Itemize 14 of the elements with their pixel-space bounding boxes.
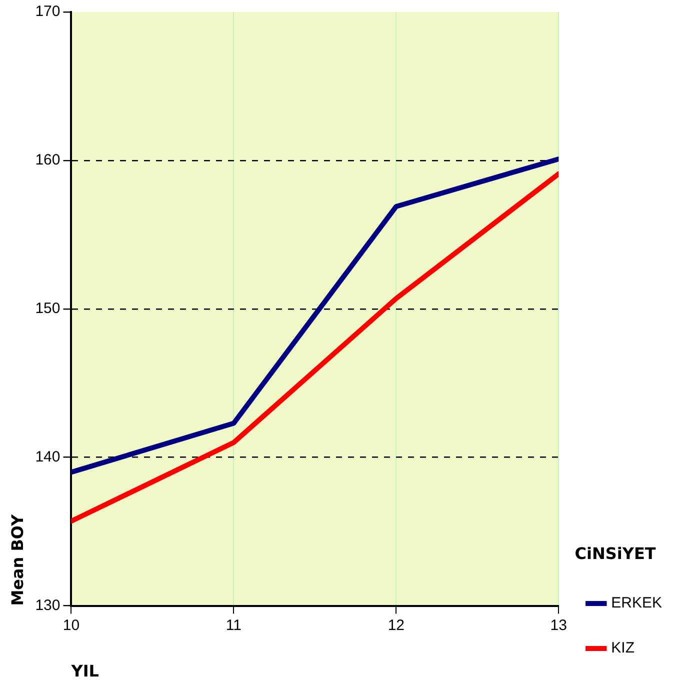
legend-label: KIZ [611,640,634,657]
legend-title: CiNSiYET [574,544,656,563]
x-tick-label: 13 [550,616,567,634]
x-tick-label: 10 [62,616,80,634]
y-tick-label: 160 [35,152,60,169]
x-tick-label: 11 [226,616,242,634]
y-axis-title: Mean BOY [8,514,27,606]
y-tick-label: 150 [35,300,60,318]
legend-label: ERKEK [611,594,662,612]
y-tick-label: 130 [35,596,60,614]
y-tick-label: 140 [35,448,60,466]
x-axis-title: YIL [70,662,99,681]
x-tick-label: 12 [388,616,405,634]
y-tick-label: 170 [35,3,60,20]
